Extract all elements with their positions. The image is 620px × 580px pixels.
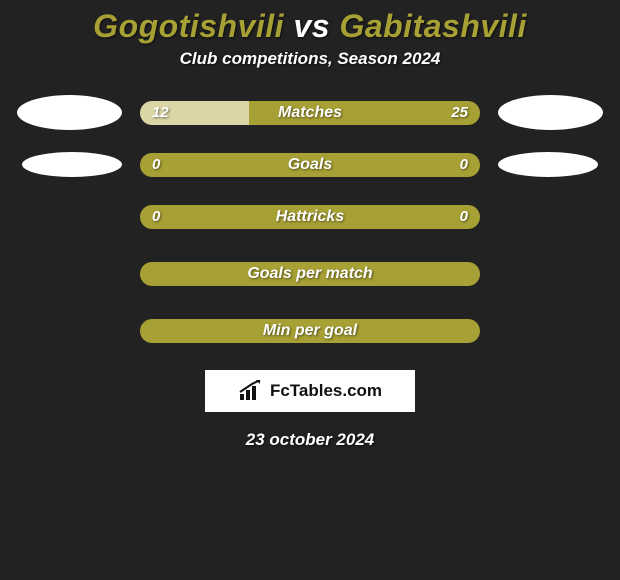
left-ellipse bbox=[17, 95, 122, 130]
stat-row: 00Hattricks bbox=[0, 199, 620, 234]
subtitle: Club competitions, Season 2024 bbox=[0, 49, 620, 95]
right-ellipse bbox=[498, 95, 603, 130]
stat-bar: 00Goals bbox=[140, 153, 480, 177]
stat-label: Min per goal bbox=[140, 319, 480, 343]
page-title: Gogotishvili vs Gabitashvili bbox=[0, 0, 620, 49]
player1-name: Gogotishvili bbox=[93, 8, 284, 44]
stat-bar: Goals per match bbox=[140, 262, 480, 286]
stat-row: Goals per match bbox=[0, 256, 620, 291]
left-ellipse bbox=[22, 152, 122, 177]
brand-text: FcTables.com bbox=[270, 381, 382, 401]
player2-name: Gabitashvili bbox=[339, 8, 526, 44]
stat-row: Min per goal bbox=[0, 313, 620, 348]
stat-bar: Min per goal bbox=[140, 319, 480, 343]
vs-text: vs bbox=[293, 8, 330, 44]
stat-label: Matches bbox=[140, 101, 480, 125]
stat-label: Hattricks bbox=[140, 205, 480, 229]
stat-rows: 1225Matches 00Goals 00Hattricks Goals per m… bbox=[0, 95, 620, 348]
stat-label: Goals bbox=[140, 153, 480, 177]
stat-label: Goals per match bbox=[140, 262, 480, 286]
right-ellipse bbox=[498, 152, 598, 177]
stat-row: 1225Matches bbox=[0, 95, 620, 130]
stat-row: 00Goals bbox=[0, 152, 620, 177]
date-text: 23 october 2024 bbox=[0, 430, 620, 450]
brand-box: FcTables.com bbox=[205, 370, 415, 412]
chart-icon bbox=[238, 380, 264, 402]
stat-bar: 00Hattricks bbox=[140, 205, 480, 229]
stat-bar: 1225Matches bbox=[140, 101, 480, 125]
